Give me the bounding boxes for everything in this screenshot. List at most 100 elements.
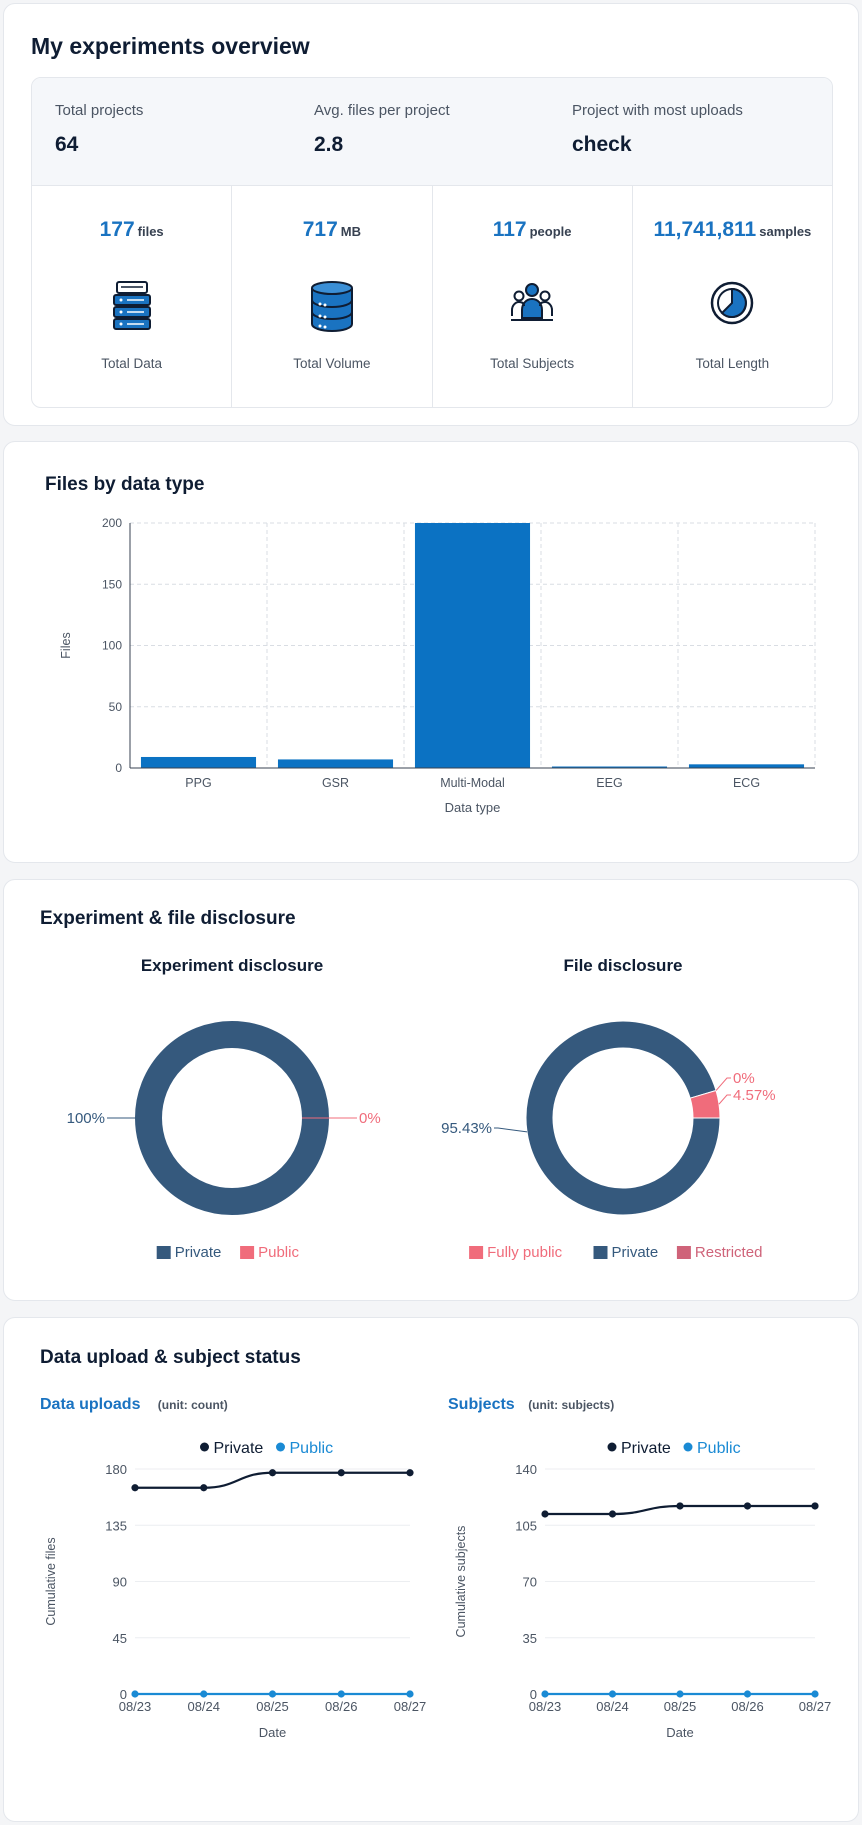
series-point-public: [131, 1690, 139, 1698]
series-point-private: [811, 1502, 819, 1510]
summary-total-projects: Total projects 64: [55, 102, 143, 157]
x-tick-label: 08/25: [664, 1699, 697, 1714]
overview-summary: Total projects 64 Avg. files per project…: [32, 78, 832, 186]
series-point-public: [608, 1690, 617, 1698]
overview-title: My experiments overview: [31, 33, 310, 59]
summary-value: 2.8: [314, 133, 344, 156]
series-point-private: [676, 1502, 684, 1510]
series-point-private: [200, 1484, 208, 1492]
stat-label: Total Subjects: [490, 356, 575, 371]
donut-value-label: 95.43%: [441, 1120, 492, 1137]
legend-swatch: [156, 1246, 171, 1259]
series-point-public: [541, 1690, 549, 1698]
overview-stats: 177 files Total Data 717 MB: [32, 186, 832, 407]
pie-clock-icon: [711, 281, 754, 325]
x-tick-label: EEG: [596, 776, 622, 790]
stat-total-length: 11,741,811 samples Total Length: [633, 186, 832, 407]
series-point-public: [811, 1690, 819, 1698]
y-tick-label: 180: [105, 1462, 127, 1477]
y-tick-label: 70: [523, 1575, 537, 1590]
stat-total-data: 177 files Total Data: [32, 186, 233, 407]
disclosure-card: Experiment & file disclosure Experiment …: [3, 879, 859, 1301]
stat-label: Total Length: [695, 356, 770, 371]
series-point-public: [268, 1690, 277, 1698]
series-point-private: [268, 1469, 277, 1477]
x-tick-label: ECG: [733, 776, 760, 790]
disclosure-title: Experiment & file disclosure: [40, 908, 296, 929]
y-tick-label: 0: [120, 1687, 127, 1702]
series-point-public: [406, 1690, 414, 1698]
line-chart-unit: (unit: subjects): [528, 1398, 614, 1412]
stat-total-volume: 717 MB Total Volume: [232, 186, 433, 407]
x-tick-label: 08/25: [256, 1699, 289, 1714]
series-point-public: [676, 1690, 684, 1698]
summary-label: Avg. files per project: [314, 102, 450, 119]
summary-label: Total projects: [55, 102, 144, 119]
legend-swatch: [240, 1246, 255, 1259]
y-axis-label: Cumulative subjects: [454, 1526, 468, 1638]
overview-card: My experiments overview Total projects 6…: [3, 3, 859, 426]
legend-label: Public: [258, 1244, 299, 1261]
stat-total-subjects: 117 people Total Subjects: [433, 186, 633, 407]
x-tick-label: 08/24: [596, 1699, 629, 1714]
files-by-type-title: Files by data type: [45, 474, 205, 495]
stat-value: 11,741,811: [653, 218, 757, 241]
bar-multi-modal: [414, 523, 531, 768]
legend-label: Public: [697, 1440, 741, 1457]
series-point-public: [743, 1690, 752, 1698]
files-by-type-chart: 0 50 100 150 200 PPG GSR Multi-Modal EEG ECG Data …: [59, 516, 816, 815]
stat-label: Total Data: [101, 356, 163, 371]
stat-label: Total Volume: [293, 356, 371, 371]
summary-avg-files: Avg. files per project 2.8: [314, 102, 450, 157]
database-icon: [310, 281, 353, 332]
y-tick-label: 140: [515, 1462, 537, 1477]
x-tick-label: 08/26: [731, 1699, 764, 1714]
x-axis-label: Data type: [445, 800, 501, 815]
series-point-public: [337, 1690, 345, 1698]
y-tick-label: 105: [515, 1518, 537, 1533]
donut-value-label: 4.57%: [733, 1087, 776, 1104]
stat-unit: samples: [759, 224, 812, 239]
series-point-private: [406, 1469, 414, 1477]
legend-swatch: [676, 1246, 691, 1259]
legend-dot-public: [276, 1442, 285, 1452]
overview-box: Total projects 64 Avg. files per project…: [31, 77, 833, 408]
uploads-charts: Data uploads (unit: count) Private Public 0 4…: [40, 1396, 831, 1740]
y-tick-label: 100: [102, 639, 122, 653]
series-point-public: [200, 1690, 208, 1698]
legend-swatch: [593, 1246, 608, 1259]
series-point-private: [337, 1469, 345, 1477]
x-tick-label: 08/24: [187, 1699, 220, 1714]
series-point-private: [541, 1510, 549, 1518]
bar-ppg: [140, 756, 257, 768]
legend-label: Private: [612, 1244, 659, 1261]
x-tick-label: PPG: [185, 776, 211, 790]
x-tick-label: Multi-Modal: [440, 776, 505, 790]
x-axis-label: Date: [259, 1725, 286, 1740]
donut-slice-private: [525, 1020, 721, 1216]
disclosure-charts: Experiment disclosure 100% 0% Private Public…: [67, 956, 776, 1261]
donut-value-label: 0%: [359, 1110, 381, 1127]
stat-unit: MB: [340, 224, 361, 239]
legend-label: Fully public: [487, 1244, 563, 1261]
uploads-card: Data upload & subject status Data upload…: [3, 1317, 859, 1822]
legend-dot-private: [200, 1442, 209, 1452]
x-tick-label: GSR: [322, 776, 349, 790]
stat-unit: files: [137, 224, 164, 239]
legend-label: Private: [175, 1244, 222, 1261]
legend-label: Private: [214, 1440, 264, 1457]
stat-value: 717: [302, 218, 338, 241]
summary-label: Project with most uploads: [572, 102, 743, 119]
series-point-private: [743, 1502, 752, 1510]
y-tick-label: 135: [105, 1518, 127, 1533]
donut-value-label: 0%: [733, 1070, 755, 1087]
y-tick-label: 0: [115, 761, 122, 775]
summary-most-uploads: Project with most uploads check: [572, 102, 743, 157]
bar-eeg: [551, 766, 668, 768]
x-tick-label: 08/23: [529, 1699, 562, 1714]
uploads-title: Data upload & subject status: [40, 1347, 301, 1368]
files-by-type-card: Files by data type 0 50 100 150 200 PPG GSR Mul…: [3, 441, 859, 863]
line-chart-title: Subjects: [448, 1396, 515, 1413]
bar-ecg: [688, 764, 805, 768]
y-tick-label: 50: [109, 700, 123, 714]
